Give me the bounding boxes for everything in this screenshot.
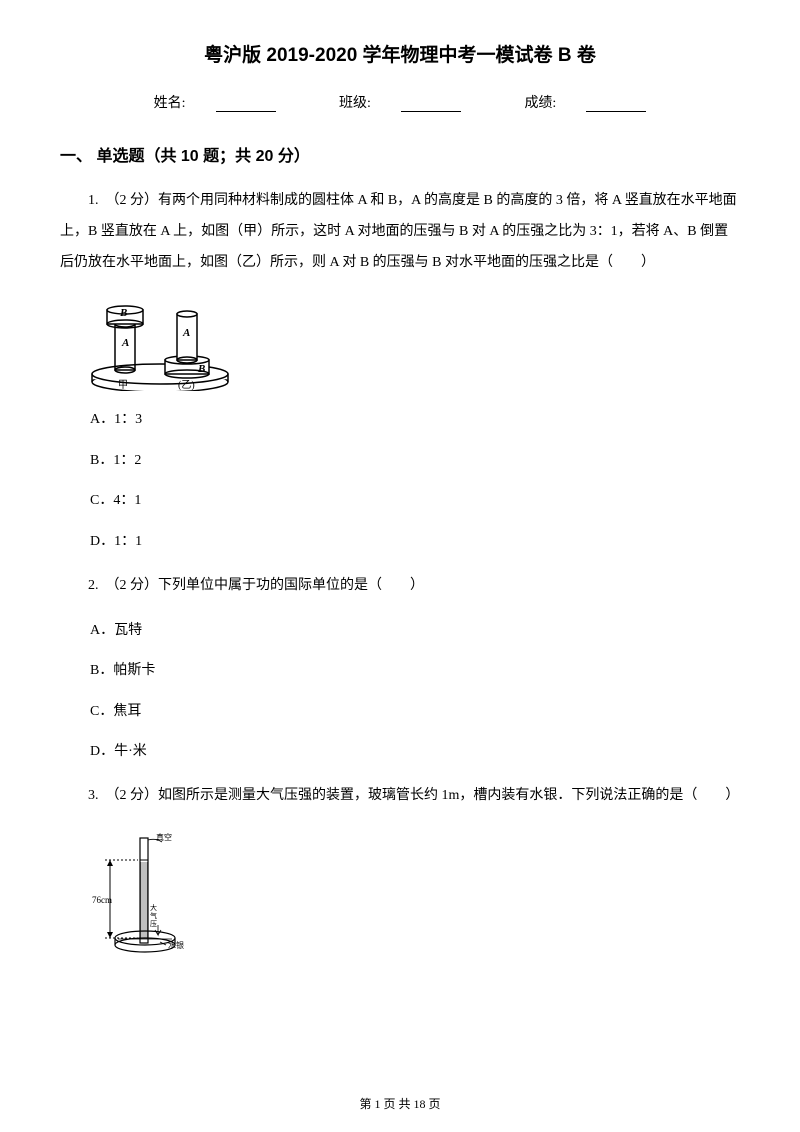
q2-option-a: A．瓦特 — [90, 620, 740, 642]
q2-option-c: C．焦耳 — [90, 701, 740, 723]
svg-text:B: B — [119, 307, 127, 319]
svg-text:真空: 真空 — [156, 832, 172, 842]
question-2: 2. （2 分）下列单位中属于功的国际单位的是（ ） — [60, 571, 740, 602]
document-title: 粤沪版 2019-2020 学年物理中考一模试卷 B 卷 — [60, 40, 740, 67]
name-label: 姓名: — [139, 96, 291, 111]
question-3-text: 3. （2 分）如图所示是测量大气压强的装置，玻璃管长约 1m，槽内装有水银．下… — [60, 781, 740, 812]
svg-text:气: 气 — [150, 911, 157, 920]
info-row: 姓名: 班级: 成绩: — [60, 92, 740, 112]
section-header: 一、 单选题（共 10 题；共 20 分） — [60, 142, 740, 166]
figure-1: A B B A 甲 (乙) — [90, 296, 740, 391]
score-label: 成绩: — [509, 96, 661, 111]
page-footer: 第 1 页 共 18 页 — [0, 1095, 800, 1112]
name-blank[interactable] — [216, 96, 276, 112]
question-1-text: 1. （2 分）有两个用同种材料制成的圆柱体 A 和 B，A 的高度是 B 的高… — [60, 186, 740, 278]
svg-text:A: A — [182, 327, 190, 339]
svg-text:A: A — [121, 337, 129, 349]
question-3: 3. （2 分）如图所示是测量大气压强的装置，玻璃管长约 1m，槽内装有水银．下… — [60, 781, 740, 812]
q2-option-b: B．帕斯卡 — [90, 660, 740, 682]
score-blank[interactable] — [586, 96, 646, 112]
svg-text:76cm: 76cm — [92, 895, 112, 905]
class-blank[interactable] — [401, 96, 461, 112]
question-1: 1. （2 分）有两个用同种材料制成的圆柱体 A 和 B，A 的高度是 B 的高… — [60, 186, 740, 278]
q1-option-d: D．1：1 — [90, 531, 740, 553]
class-label: 班级: — [324, 96, 476, 111]
figure-2: 真空 76cm 大 气 压 水银 — [90, 830, 740, 960]
q2-option-d: D．牛·米 — [90, 741, 740, 763]
svg-text:压: 压 — [150, 920, 157, 928]
q1-option-b: B．1：2 — [90, 450, 740, 472]
svg-text:B: B — [197, 363, 205, 375]
svg-text:甲: 甲 — [118, 380, 128, 391]
q1-option-a: A．1：3 — [90, 409, 740, 431]
q1-option-c: C．4：1 — [90, 490, 740, 512]
question-2-text: 2. （2 分）下列单位中属于功的国际单位的是（ ） — [60, 571, 740, 602]
svg-text:大: 大 — [150, 903, 157, 912]
svg-text:(乙): (乙) — [178, 379, 195, 391]
svg-text:水银: 水银 — [168, 940, 184, 950]
